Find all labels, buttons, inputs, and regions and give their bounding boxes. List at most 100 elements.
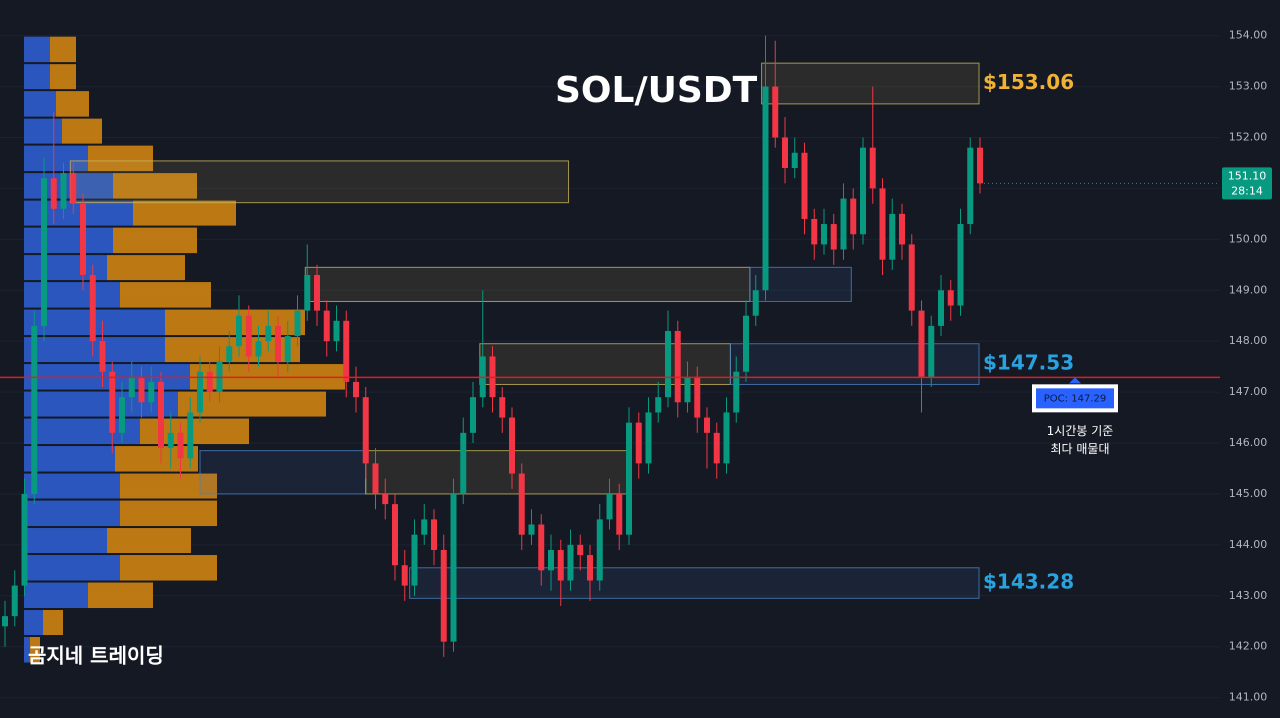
zone [479,343,731,385]
candle-body [733,371,740,413]
zone [409,567,980,599]
candle-body [167,432,174,449]
candle-body [947,290,954,306]
zone [729,343,980,385]
candle-body [392,504,398,566]
watermark: 곰지네 트레이딩 [28,644,164,668]
y-tick-label: 148.00 [1229,334,1268,347]
y-tick-label: 141.00 [1229,691,1268,704]
profile-buy-bar [24,637,30,663]
last-price-tag [1222,167,1272,200]
y-tick-label: 146.00 [1229,436,1268,449]
candle-body [967,147,974,225]
profile-sell-bar [120,500,217,527]
candle-body [635,422,642,464]
profile-sell-bar [62,118,102,144]
candle-body [665,330,671,398]
candle-body [918,310,925,377]
candle-body [197,371,203,413]
candle-body [21,493,28,586]
candle-body [450,493,457,642]
last-price-label: 151.10 [1228,169,1267,182]
candle-body [421,519,428,535]
candle-body [80,203,86,275]
zone [761,62,980,105]
poc-note: 최다 매물대 [1050,442,1109,456]
candle-body [557,549,564,581]
candle-body [830,224,837,250]
candle-body [333,320,340,342]
profile-sell-bar [115,446,198,472]
candle-body [148,381,155,403]
chart-title: SOL/USDT [555,70,758,111]
y-tick-label: 154.00 [1229,29,1268,42]
candle-body [70,173,77,204]
candle-body [518,473,525,535]
candle-body [401,565,408,586]
candle-body [158,381,164,449]
profile-buy-bar [24,227,113,254]
candle-body [41,178,47,326]
y-tick-label: 142.00 [1229,640,1268,653]
candle-body [353,381,359,398]
candle-body [128,376,135,398]
candle-body [528,524,535,535]
candle-body [860,147,866,235]
profile-sell-bar [88,145,153,172]
profile-buy-bar [24,282,120,308]
candle-body [2,616,8,627]
candle-body [323,310,330,342]
profile-buy-bar [24,118,62,144]
candle-body [538,524,545,571]
candle-body [957,224,964,306]
candle-body [284,336,291,362]
profile-sell-bar [113,227,197,254]
profile-sell-bar [30,637,40,663]
profile-sell-bar [107,528,191,554]
candle-body [567,544,574,581]
profile-buy-bar [24,337,165,363]
candle-body [50,178,57,209]
profile-sell-bar [107,255,185,281]
poc-label: POC: 147.29 [1044,393,1106,404]
profile-sell-bar [56,91,89,117]
poc-note: 1시간봉 기준 [1047,424,1114,438]
profile-buy-bar [24,173,113,199]
candle-body [889,213,896,260]
profile-buy-bar [24,145,88,172]
candle-body [60,173,67,209]
zone [365,450,631,495]
profile-buy-bar [24,610,43,636]
candle-body [382,493,389,505]
zone-label: $153.06 [983,70,1074,94]
candle-body [743,315,749,372]
candle-body [314,274,320,311]
candle-body [499,397,506,418]
candle-body [109,371,116,433]
candle-body [791,152,798,169]
candle-body [206,371,213,393]
profile-buy-bar [24,391,178,417]
candle-body [431,519,437,550]
y-tick-label: 147.00 [1229,385,1268,398]
candle-body [89,274,96,342]
profile-buy-bar [24,200,133,226]
candle-body [606,493,613,520]
candle-body [674,330,681,403]
profile-buy-bar [24,64,50,90]
candle-body [226,346,233,362]
candle-body [811,218,818,245]
candle-body [596,519,603,581]
candle-body [587,555,593,581]
candle-body [245,315,252,357]
candle-body [821,224,827,245]
candle-body [938,290,944,326]
candle-body [616,493,623,535]
candle-body [548,549,554,571]
candle-body [782,137,788,169]
countdown-label: 28:14 [1231,184,1263,197]
candle-body [626,422,632,535]
candle-body [372,463,379,494]
candle-body [362,397,369,464]
